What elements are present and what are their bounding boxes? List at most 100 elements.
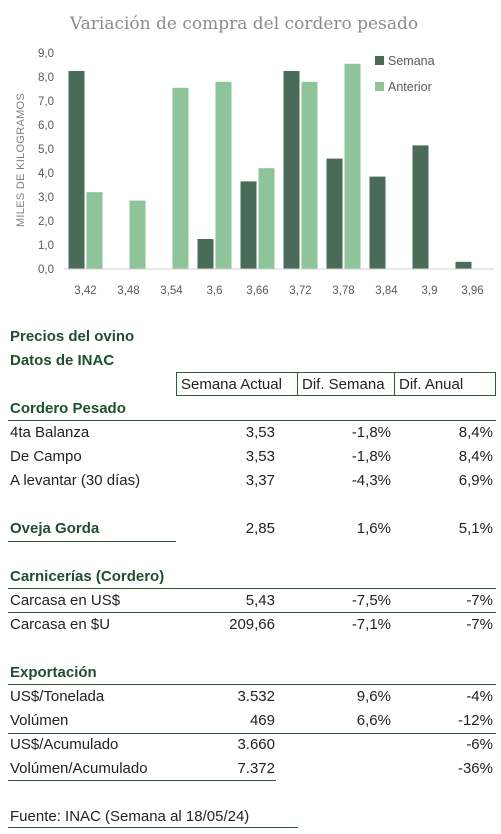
row-label: Carcasa en US$ bbox=[10, 592, 121, 609]
x-tick-label: 3,96 bbox=[461, 285, 483, 297]
table-row: 4ta Balanza 3,53 -1,8% 8,4% bbox=[0, 421, 501, 445]
row-label: Carcasa en $U bbox=[10, 616, 111, 633]
divider bbox=[8, 541, 176, 542]
row-dif-semana: -7,5% bbox=[351, 592, 391, 609]
y-tick-label: 0,0 bbox=[38, 264, 54, 276]
y-axis-label: MILES DE KILOGRAMOS bbox=[15, 93, 27, 227]
row-dif-semana: 6,6% bbox=[356, 712, 391, 729]
bar-semana bbox=[369, 176, 386, 269]
row-value: 3,37 bbox=[245, 472, 275, 489]
divider bbox=[8, 612, 496, 613]
row-value: 7.372 bbox=[237, 760, 275, 777]
divider bbox=[8, 780, 276, 781]
legend-swatch bbox=[375, 56, 384, 65]
bar-anterior bbox=[129, 200, 146, 269]
row-dif-anual: 8,4% bbox=[458, 424, 493, 441]
row-dif-anual: 6,9% bbox=[458, 472, 493, 489]
source-note: Fuente: INAC (Semana al 18/05/24) bbox=[0, 805, 501, 829]
table-row: Volúmen/Acumulado 7.372 -36% bbox=[0, 757, 501, 781]
y-tick-label: 8,0 bbox=[38, 72, 54, 84]
row-label: De Campo bbox=[10, 448, 82, 465]
divider bbox=[8, 827, 298, 828]
section-carnicerias: Carnicerías (Cordero) bbox=[10, 568, 165, 585]
divider bbox=[8, 420, 496, 421]
row-label: Oveja Gorda bbox=[10, 520, 100, 537]
bar-anterior bbox=[172, 87, 189, 269]
row-value: 5,43 bbox=[245, 592, 275, 609]
legend-label: Semana bbox=[388, 54, 435, 68]
bar-semana bbox=[240, 181, 257, 269]
header-semana-actual: Semana Actual bbox=[176, 372, 298, 396]
row-dif-anual: 8,4% bbox=[458, 448, 493, 465]
y-tick-label: 6,0 bbox=[38, 120, 54, 132]
table-row: A levantar (30 días) 3,37 -4,3% 6,9% bbox=[0, 469, 501, 493]
row-dif-anual: -6% bbox=[466, 736, 493, 753]
bar-semana bbox=[68, 71, 85, 269]
x-ticks: 3,42 3,48 3,54 3,6 3,66 3,72 3,78 3,84 3,9 3,96 bbox=[74, 285, 483, 297]
legend-label: Anterior bbox=[388, 80, 432, 94]
y-tick-label: 9,0 bbox=[38, 48, 54, 60]
x-tick-label: 3,9 bbox=[422, 285, 438, 297]
bar-anterior bbox=[86, 192, 103, 269]
bar-chart: Variación de compra del cordero pesado M… bbox=[15, 14, 494, 297]
row-value: 469 bbox=[249, 712, 275, 729]
row-label: A levantar (30 días) bbox=[10, 472, 141, 489]
row-label: US$/Acumulado bbox=[10, 736, 119, 753]
bar-anterior bbox=[258, 168, 275, 269]
row-dif-semana: 1,6% bbox=[356, 520, 391, 537]
row-value: 2,85 bbox=[245, 520, 275, 537]
table-row: Carcasa en $U 209,66 -7,1% -7% bbox=[0, 613, 501, 637]
row-dif-anual: -12% bbox=[457, 712, 493, 729]
row-label: Volúmen/Acumulado bbox=[10, 760, 148, 777]
bar-semana bbox=[455, 261, 472, 269]
row-dif-semana: -1,8% bbox=[351, 424, 391, 441]
table-row: US$/Acumulado 3.660 -6% bbox=[0, 733, 501, 757]
table-row: Volúmen 469 6,6% -12% bbox=[0, 709, 501, 733]
row-label: US$/Tonelada bbox=[10, 688, 105, 705]
y-tick-label: 3,0 bbox=[38, 192, 54, 204]
row-dif-anual: -7% bbox=[466, 616, 493, 633]
divider bbox=[8, 588, 496, 589]
row-value: 3,53 bbox=[245, 424, 275, 441]
row-value: 209,66 bbox=[229, 616, 275, 633]
prices-title: Precios del ovino bbox=[10, 328, 135, 345]
bar-anterior bbox=[344, 63, 361, 269]
x-tick-label: 3,72 bbox=[289, 285, 311, 297]
bar-anterior bbox=[301, 81, 318, 269]
y-tick-label: 5,0 bbox=[38, 144, 54, 156]
source-text: Fuente: INAC (Semana al 18/05/24) bbox=[10, 808, 250, 825]
bar-semana bbox=[326, 158, 343, 269]
divider bbox=[8, 684, 496, 685]
y-tick-label: 4,0 bbox=[38, 168, 54, 180]
bar-semana bbox=[412, 145, 429, 269]
row-dif-semana: -1,8% bbox=[351, 448, 391, 465]
row-value: 3.660 bbox=[237, 736, 275, 753]
bars bbox=[68, 63, 472, 269]
legend-swatch bbox=[375, 82, 384, 91]
x-tick-label: 3,6 bbox=[207, 285, 223, 297]
section-exportacion: Exportación bbox=[10, 664, 97, 681]
row-value: 3,53 bbox=[245, 448, 275, 465]
section-cordero-pesado: Cordero Pesado bbox=[10, 400, 126, 417]
header-dif-semana: Dif. Semana bbox=[297, 372, 395, 396]
source-subtitle: Datos de INAC bbox=[10, 352, 115, 369]
table-row-oveja: Oveja Gorda 2,85 1,6% 5,1% bbox=[0, 517, 501, 541]
bar-anterior bbox=[215, 81, 232, 269]
y-tick-label: 2,0 bbox=[38, 216, 54, 228]
row-dif-semana: -7,1% bbox=[351, 616, 391, 633]
row-label: 4ta Balanza bbox=[10, 424, 90, 441]
row-value: 3.532 bbox=[237, 688, 275, 705]
row-dif-anual: -4% bbox=[466, 688, 493, 705]
table-row: Carcasa en US$ 5,43 -7,5% -7% bbox=[0, 589, 501, 613]
row-dif-anual: -36% bbox=[457, 760, 493, 777]
bar-semana bbox=[197, 239, 214, 269]
chart-title: Variación de compra del cordero pesado bbox=[69, 14, 418, 34]
y-ticks: 0,0 1,0 2,0 3,0 4,0 5,0 6,0 7,0 8,0 9,0 bbox=[38, 48, 54, 276]
x-tick-label: 3,84 bbox=[375, 285, 398, 297]
legend: Semana Anterior bbox=[375, 54, 435, 94]
x-tick-label: 3,78 bbox=[332, 285, 354, 297]
table-row: De Campo 3,53 -1,8% 8,4% bbox=[0, 445, 501, 469]
divider bbox=[8, 733, 496, 734]
row-dif-anual: 5,1% bbox=[458, 520, 493, 537]
y-tick-label: 1,0 bbox=[38, 240, 54, 252]
